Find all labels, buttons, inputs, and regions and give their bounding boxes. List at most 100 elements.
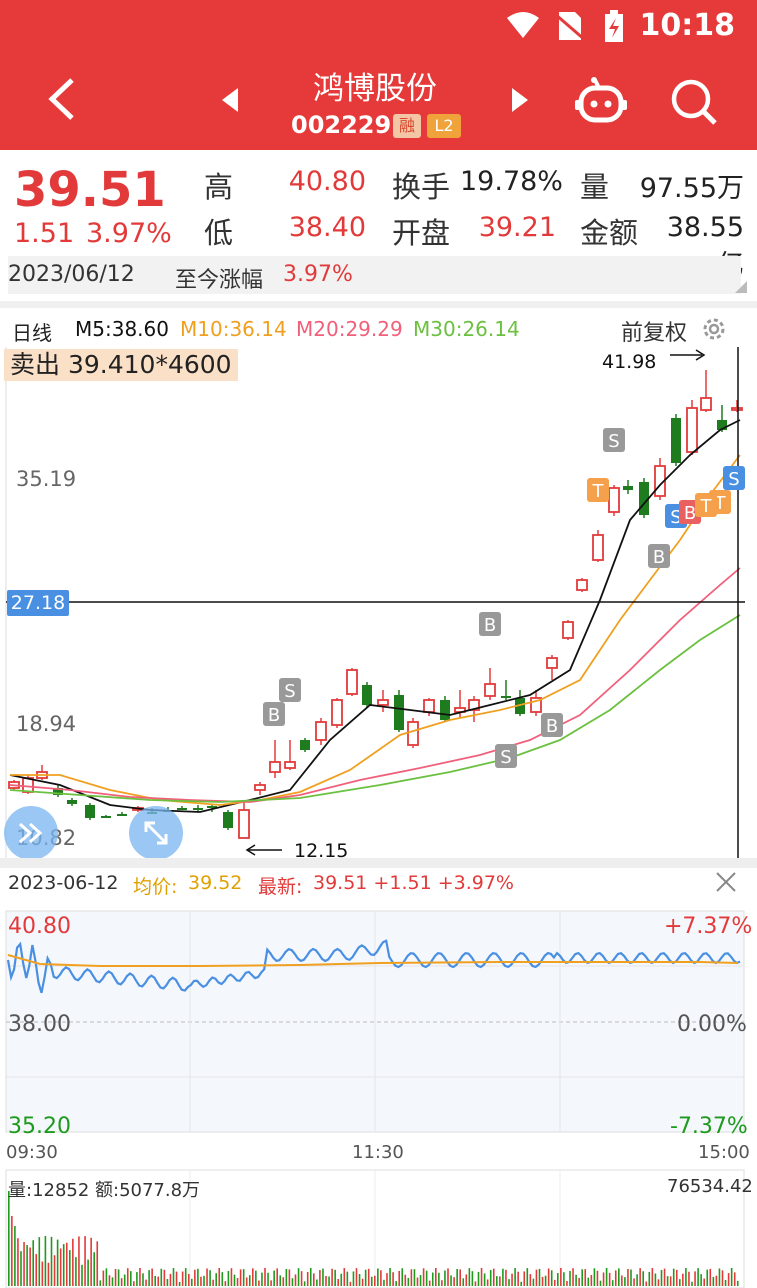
- next-stock-icon[interactable]: [508, 86, 532, 114]
- volume-bar: [733, 1272, 736, 1286]
- low-label: 低: [204, 216, 234, 250]
- candle-down: [671, 418, 681, 463]
- ma10-line: [10, 454, 741, 806]
- sell-value: 39.410*4600: [67, 350, 232, 379]
- candle-up: [608, 487, 620, 513]
- date-strip: [8, 256, 741, 294]
- avg-price-label: 均价:: [133, 876, 178, 898]
- volume-bar: [441, 1280, 443, 1286]
- volume-bar: [627, 1268, 629, 1286]
- trade-marker-b: B: [479, 612, 501, 636]
- volume-bar: [114, 1269, 117, 1286]
- volume-bar: [438, 1272, 440, 1286]
- candle-up: [423, 699, 435, 713]
- volume-bar: [453, 1277, 455, 1286]
- gear-icon[interactable]: [700, 315, 728, 343]
- candle-down: [85, 805, 95, 818]
- volume-bar: [645, 1281, 648, 1286]
- marker-text: S: [500, 747, 511, 768]
- volume-bar: [718, 1268, 721, 1286]
- volume-bar: [581, 1269, 583, 1286]
- volume-bar: [297, 1268, 300, 1286]
- volume-bar: [563, 1272, 565, 1286]
- candle-up: [468, 699, 480, 711]
- volume-bar: [294, 1274, 297, 1286]
- volume-bar: [584, 1269, 587, 1286]
- volume-bar: [431, 1272, 434, 1286]
- volume-bar: [56, 1239, 59, 1286]
- volume-bar: [102, 1270, 105, 1286]
- ma10-value: M10:36.14: [180, 317, 287, 341]
- intraday-chart[interactable]: [0, 905, 757, 1140]
- volume-bar: [230, 1268, 233, 1286]
- volume-bar: [529, 1274, 532, 1286]
- volume-bar: [465, 1274, 468, 1286]
- volume-bar: [480, 1268, 483, 1286]
- turnover-value: 19.78%: [460, 166, 563, 197]
- volume-bar: [108, 1275, 111, 1286]
- volume-bar: [328, 1276, 330, 1286]
- marker-bg: [648, 544, 670, 568]
- search-icon[interactable]: [670, 78, 718, 126]
- volume-bar: [575, 1274, 577, 1286]
- volume-bar: [212, 1279, 214, 1286]
- volume-bar: [340, 1273, 343, 1286]
- volume-bar: [499, 1276, 501, 1286]
- candle-down: [117, 814, 127, 816]
- ma20-line: [9, 567, 741, 803]
- volume-bar: [688, 1271, 690, 1286]
- expand-corner-icon[interactable]: [735, 281, 747, 293]
- volume-bar: [20, 1251, 22, 1286]
- volume-bar: [416, 1277, 419, 1286]
- volume-bar: [669, 1276, 672, 1286]
- volume-bar: [90, 1237, 92, 1286]
- volume-bar: [407, 1277, 410, 1286]
- volume-bar: [630, 1269, 632, 1286]
- fullscreen-button[interactable]: [129, 806, 183, 860]
- volume-bar: [386, 1273, 388, 1286]
- marker-text: S: [284, 681, 295, 702]
- volume-bar: [712, 1276, 715, 1286]
- volume-bar: [65, 1242, 68, 1286]
- volume-bar: [139, 1268, 141, 1286]
- trade-marker-b: B: [541, 713, 563, 737]
- quote-date: 2023/06/12: [8, 262, 135, 287]
- robot-icon[interactable]: [575, 76, 627, 126]
- ma30-line: [9, 614, 741, 803]
- volume-bar: [255, 1270, 257, 1286]
- volume-bar: [370, 1276, 373, 1286]
- volume-bar: [38, 1237, 41, 1286]
- close-icon[interactable]: [714, 870, 738, 894]
- status-icons: [507, 10, 623, 42]
- volume-bar: [691, 1281, 693, 1286]
- candle-down: [515, 698, 525, 714]
- volume-bar: [642, 1271, 644, 1286]
- volume-bar: [200, 1276, 202, 1286]
- candle-up: [331, 699, 343, 726]
- volume-bar: [682, 1273, 684, 1286]
- volume-chart[interactable]: [0, 1165, 757, 1288]
- volume-bar: [483, 1273, 486, 1286]
- volume-bar: [309, 1268, 312, 1286]
- prev-stock-icon[interactable]: [218, 86, 242, 114]
- candle-down: [623, 486, 633, 490]
- period-label[interactable]: 日线: [12, 321, 52, 345]
- volume-bar: [145, 1279, 147, 1286]
- candle-up: [592, 534, 604, 561]
- trade-marker-s: S: [603, 428, 625, 452]
- expand-icon: [144, 821, 168, 845]
- volume-bar: [532, 1278, 535, 1286]
- volume-bar: [331, 1268, 333, 1286]
- volume-bar: [126, 1268, 129, 1286]
- candle-up: [731, 407, 743, 411]
- volume-bar: [672, 1268, 675, 1286]
- volume-bar: [425, 1270, 428, 1286]
- scroll-left-button[interactable]: [4, 806, 58, 860]
- adjust-mode-button[interactable]: 前复权: [621, 321, 688, 346]
- back-icon[interactable]: [40, 74, 86, 124]
- volume-bar: [87, 1259, 89, 1286]
- min-price-label: 12.15: [294, 840, 349, 862]
- volume-bar: [279, 1275, 282, 1286]
- volume-bar: [639, 1268, 641, 1286]
